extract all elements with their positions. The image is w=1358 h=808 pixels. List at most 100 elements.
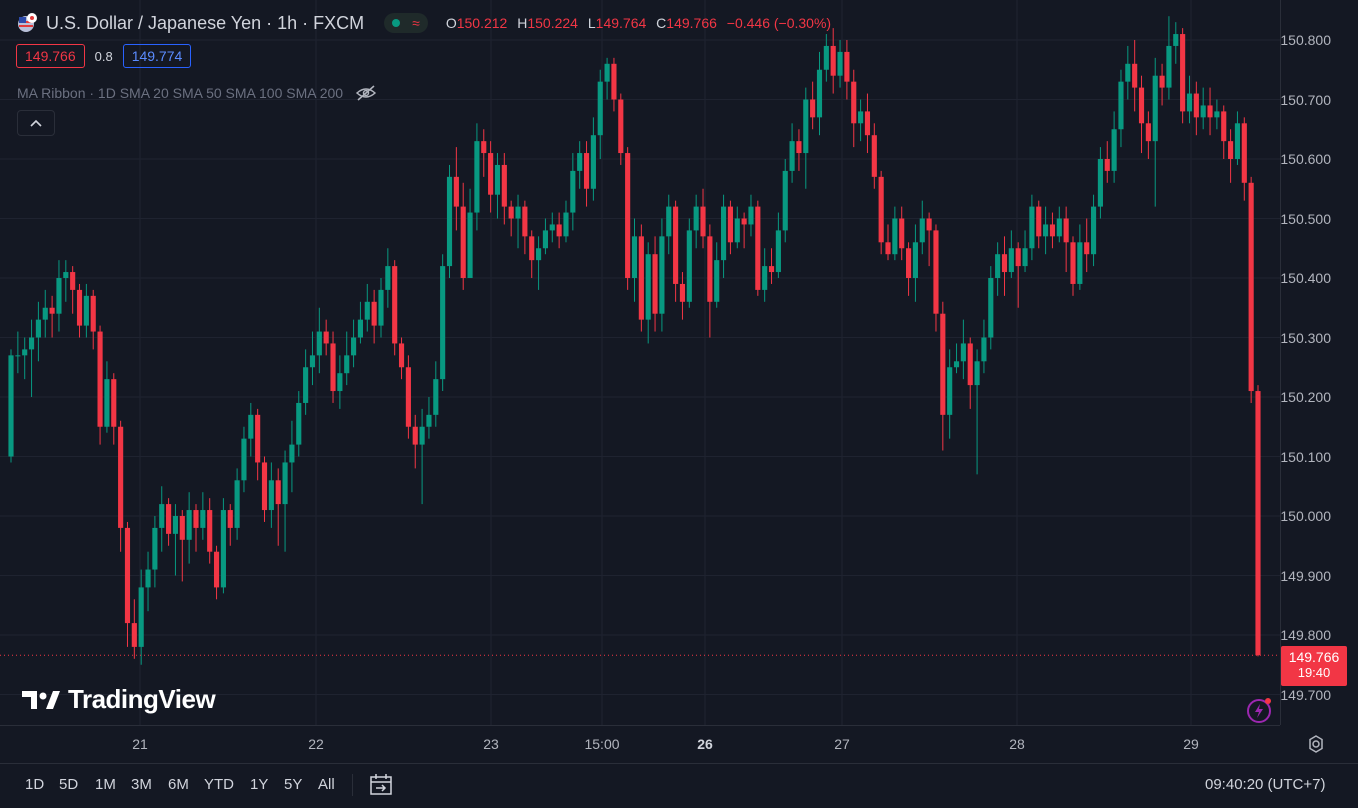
candle-body	[926, 218, 932, 231]
candle-body	[213, 551, 220, 588]
candle-body	[1228, 141, 1234, 159]
candle	[1241, 117, 1247, 201]
range-button-3m[interactable]: 3M	[131, 776, 152, 793]
candle-body	[440, 266, 446, 380]
candle-body	[912, 242, 918, 278]
candle	[1015, 242, 1021, 308]
candle-body	[871, 135, 877, 177]
time-tick-label: 22	[308, 736, 324, 752]
candle	[1008, 230, 1014, 278]
candle	[1145, 111, 1151, 159]
candle-body	[1132, 63, 1138, 88]
candle-body	[700, 206, 706, 237]
indicator-legend[interactable]: MA Ribbon · 1D SMA 20 SMA 50 SMA 100 SMA…	[17, 85, 377, 101]
candle-body	[1214, 111, 1220, 118]
candlestick-chart[interactable]	[0, 0, 1280, 725]
eye-hidden-icon[interactable]	[355, 85, 377, 101]
candle-body	[357, 319, 364, 338]
candle	[440, 254, 446, 392]
price-tick-label: 150.200	[1280, 389, 1331, 405]
candle	[446, 164, 453, 278]
candle-body	[378, 289, 384, 326]
candle-body	[433, 379, 439, 415]
candle	[104, 361, 110, 433]
candle-body	[693, 206, 699, 231]
collapse-legend-button[interactable]	[17, 110, 55, 136]
candle-body	[604, 63, 610, 82]
candle	[1200, 87, 1206, 130]
candle	[1118, 69, 1124, 148]
range-button-5d[interactable]: 5D	[59, 776, 79, 793]
candle-body	[193, 510, 199, 528]
time-axis[interactable]: 21 22 23 15:00 26 27 28 29	[0, 725, 1280, 764]
range-button-all[interactable]: All	[318, 776, 335, 793]
us-flag-icon[interactable]	[16, 12, 38, 34]
candle-body	[234, 480, 240, 528]
range-button-6m[interactable]: 6M	[168, 776, 189, 793]
tradingview-logo[interactable]: TradingView	[22, 684, 216, 715]
candle	[830, 28, 836, 94]
candle-body	[1118, 81, 1124, 130]
candle-body	[899, 218, 905, 249]
bottom-toolbar: 1D 5D 1M 3M 6M YTD 1Y 5Y All 09:40:20 (U…	[0, 763, 1358, 808]
range-button-ytd[interactable]: YTD	[204, 776, 234, 793]
candle-body	[666, 206, 672, 237]
candle-body	[1145, 123, 1151, 142]
candle-body	[145, 569, 151, 588]
candle	[638, 224, 644, 332]
settings-gear-icon[interactable]	[1306, 734, 1326, 754]
clock-timezone[interactable]: 09:40:20 (UTC+7)	[1205, 776, 1326, 793]
candle-body	[488, 153, 494, 195]
price-tick-label: 150.300	[1280, 329, 1331, 346]
chart-header: U.S. Dollar / Japanese Yen · 1h · FXCM ≈…	[16, 12, 837, 34]
chart-area[interactable]	[0, 0, 1280, 725]
candle-body	[1166, 45, 1172, 88]
candle-body	[261, 462, 268, 511]
candle-body	[919, 218, 925, 243]
candle	[76, 283, 83, 338]
range-button-5y[interactable]: 5Y	[284, 776, 303, 793]
candle-body	[721, 206, 727, 261]
candle	[15, 331, 21, 374]
symbol-title[interactable]: U.S. Dollar / Japanese Yen · 1h · FXCM	[46, 12, 365, 33]
candle	[1104, 141, 1110, 183]
candle	[474, 123, 480, 231]
candle-body	[830, 45, 836, 76]
candle-body	[1043, 224, 1049, 237]
candle-body	[207, 510, 213, 552]
candle	[590, 117, 596, 201]
candle-body	[878, 176, 884, 243]
candle	[1084, 218, 1090, 273]
low-value: 149.764	[595, 15, 647, 31]
candle	[1056, 206, 1062, 243]
buy-button[interactable]: 149.774	[122, 44, 192, 68]
candle-body	[590, 135, 596, 189]
candle	[926, 212, 932, 267]
candle-body	[947, 367, 953, 415]
candle-body	[1015, 248, 1021, 267]
candle	[405, 355, 411, 439]
candle-body	[309, 355, 316, 368]
range-button-1d[interactable]: 1D	[25, 776, 45, 793]
range-button-1m[interactable]: 1M	[95, 776, 116, 793]
candle	[851, 69, 857, 148]
tradingview-logo-text: TradingView	[68, 684, 216, 714]
candle-body	[248, 414, 254, 439]
range-button-1y[interactable]: 1Y	[250, 776, 269, 793]
candle	[357, 301, 364, 344]
market-status-pill[interactable]: ≈	[384, 13, 428, 33]
candle-body	[1077, 242, 1083, 284]
candle	[344, 331, 350, 386]
indicator-label[interactable]: MA Ribbon · 1D SMA 20 SMA 50 SMA 100 SMA…	[17, 85, 344, 101]
alert-lightning-icon[interactable]	[1245, 696, 1275, 726]
go-to-date-icon[interactable]	[368, 772, 394, 798]
candle	[70, 266, 76, 314]
candle-body	[501, 164, 507, 207]
price-axis[interactable]: 150.800 150.700 150.600 150.500 150.400 150.3…	[1280, 0, 1358, 725]
candle	[810, 81, 816, 130]
candle-body	[398, 343, 405, 368]
candle	[1180, 28, 1186, 124]
candle-body	[412, 426, 418, 445]
candle	[693, 194, 699, 249]
sell-button[interactable]: 149.766	[16, 44, 85, 68]
